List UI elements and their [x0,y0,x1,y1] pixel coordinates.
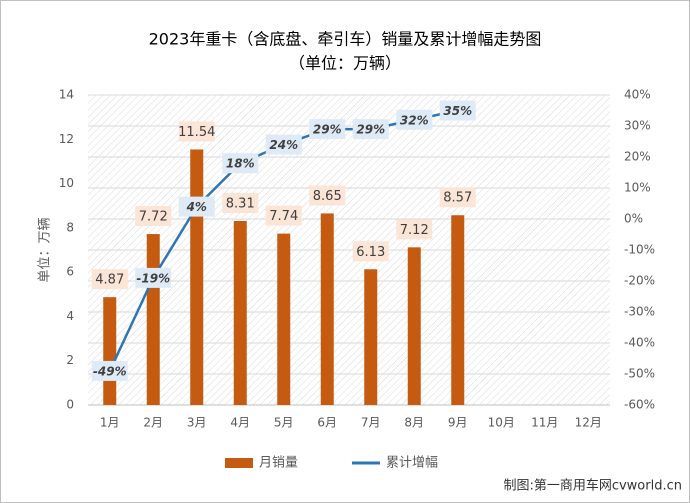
y2-tick-label: 10% [624,181,651,195]
legend-label: 月销量 [259,456,298,471]
legend-swatch [225,458,253,468]
bar-value-label: 7.74 [269,209,298,224]
label-box [309,185,346,206]
y2-tick-label: 30% [624,119,651,133]
x-tick-label: 3月 [187,416,207,430]
y-tick-label: 8 [66,220,74,234]
bar-value-label: 8.65 [313,189,342,204]
y-tick-label: 2 [66,353,74,367]
label-box [135,267,172,288]
x-tick-label: 5月 [274,416,294,430]
label-box [396,219,433,240]
y2-tick-label: -20% [624,274,655,288]
chart-title: 2023年重卡（含底盘、牵引车）销量及累计增幅走势图 [149,30,542,49]
bar-value-label: 7.72 [139,210,168,225]
label-box [91,360,128,381]
line-value-label: 32% [400,113,429,127]
y-tick-label: 14 [59,88,74,102]
bar [233,220,247,405]
x-tick-label: 6月 [317,416,337,430]
y2-tick-label: 40% [624,88,651,102]
bar [451,215,465,405]
x-tick-label: 12月 [575,416,602,430]
y-tick-label: 6 [66,265,74,279]
bar-value-label: 8.31 [226,196,255,211]
x-tick-label: 11月 [531,416,558,430]
y2-tick-label: 0% [624,212,643,226]
y-tick-label: 12 [59,132,74,146]
line-value-label: 18% [226,157,255,171]
label-box [352,119,389,140]
line-value-label: 29% [356,123,385,137]
y2-tick-label: -60% [624,398,655,412]
y2-tick-label: -40% [624,336,655,350]
label-box [396,109,433,130]
label-box [135,206,172,227]
label-box [222,153,259,174]
chart-subtitle: （单位：万辆） [289,54,401,73]
label-box [222,192,259,213]
bar [146,234,160,405]
y-tick-label: 10 [59,176,74,190]
label-box [178,121,215,142]
label-box [265,134,302,155]
legend-label: 累计增幅 [386,456,438,471]
bar-value-label: 7.12 [400,223,429,238]
line-value-label: 29% [313,123,342,137]
label-box [178,196,215,217]
y2-tick-label: -50% [624,367,655,381]
label-box [309,119,346,140]
bar [364,269,378,405]
line-value-label: 35% [443,104,472,118]
line-value-label: -19% [136,271,170,285]
bar-value-label: 6.13 [356,245,385,260]
y2-tick-label: -10% [624,243,655,257]
y-axis-label: 单位：万辆 [38,217,53,282]
label-box [439,187,476,208]
label-box [265,205,302,226]
x-tick-label: 8月 [404,416,424,430]
y2-tick-label: -30% [624,305,655,319]
label-box [352,241,389,262]
bar [277,233,291,405]
y-tick-label: 4 [66,309,74,323]
line-value-label: -49% [93,364,127,378]
bar [190,149,204,405]
x-tick-label: 1月 [100,416,120,430]
source: 制图:第一商用车网cvworld.cn [503,478,682,494]
line-value-label: 4% [186,200,207,214]
y-tick-label: 0 [66,398,74,412]
label-box [91,269,128,290]
bar-value-label: 8.57 [443,191,472,206]
label-box [439,100,476,121]
bar-value-label: 11.54 [178,125,215,140]
x-tick-label: 4月 [230,416,250,430]
x-tick-label: 2月 [143,416,163,430]
bar [407,247,421,405]
x-tick-label: 9月 [448,416,468,430]
line-value-label: 24% [269,138,298,152]
bar [103,297,117,405]
y2-tick-label: 20% [624,150,651,164]
bar [320,213,334,405]
x-tick-label: 10月 [488,416,515,430]
x-tick-label: 7月 [361,416,381,430]
bar-value-label: 4.87 [95,273,124,288]
